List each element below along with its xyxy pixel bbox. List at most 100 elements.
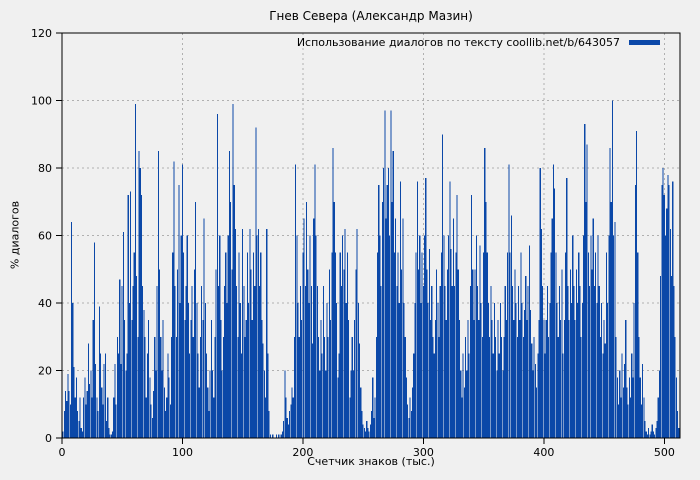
bar [669,228,671,438]
bar [304,286,306,439]
y-tick-label: 60 [38,230,52,243]
bar [186,235,188,438]
bar [503,336,505,438]
bar [495,336,497,438]
bar [175,336,177,438]
bar [566,178,568,439]
bar [83,397,85,438]
bar [593,286,595,439]
bar [638,336,640,438]
bar [608,235,610,438]
bar [668,184,670,439]
bar [511,286,514,439]
bar [607,303,609,438]
bar [427,303,429,438]
bar [296,235,298,438]
bar [579,286,581,439]
legend: Использование диалогов по тексту coollib… [62,35,660,49]
bar [415,252,417,439]
bar [187,303,189,438]
bar [287,424,289,438]
bar [178,184,180,439]
bar [419,235,421,438]
bar [239,303,241,438]
bar [361,411,363,438]
bar [214,336,216,438]
bar [155,370,157,438]
bar [152,390,155,438]
bar [479,245,481,439]
bar [673,286,675,439]
bar [417,269,420,438]
bar [242,228,244,438]
bar [260,252,262,439]
bar [218,286,220,439]
bar [156,286,158,439]
bar [599,336,601,438]
bar [431,286,433,439]
bar [380,286,382,439]
bar [540,228,542,438]
bar [640,404,642,438]
bar [209,370,211,438]
bar [621,353,623,439]
bar [79,397,81,438]
bar [386,184,388,439]
bar [103,363,105,438]
bar [261,319,263,439]
bar [298,336,300,438]
bar [222,336,224,438]
bar [179,303,181,438]
bar [630,397,632,438]
bar [309,235,311,438]
bar [545,319,547,439]
bar [440,252,442,439]
bar [491,319,493,439]
bar [319,370,321,438]
bar [173,161,175,438]
bar [118,353,120,439]
bar [280,434,282,439]
bar [461,397,463,438]
bar [477,286,479,439]
bar [549,303,551,438]
bar [595,252,597,439]
bar [337,377,339,438]
bar [256,235,258,438]
bar [226,303,228,438]
bar [203,218,205,439]
bar [344,228,346,438]
bar [101,387,103,439]
bar [168,377,170,438]
bar [360,387,362,439]
bar [243,286,245,439]
bar [251,319,253,439]
bar [664,235,667,438]
bar [654,434,656,439]
bar [650,431,652,438]
bar [313,218,315,439]
bar [81,431,83,438]
bar [321,353,323,439]
bar [457,269,459,438]
bar [625,319,627,439]
bar [646,434,648,439]
bar [486,252,488,439]
bar [184,319,186,439]
bar-series [62,100,680,439]
bar [364,431,367,438]
bar [567,286,569,439]
bar [467,319,469,439]
bar [272,434,274,439]
bar [354,319,356,439]
bar [246,252,249,439]
bar [154,336,156,438]
x-tick-label: 300 [413,446,434,459]
bar [371,411,373,438]
bar [269,434,271,439]
bar [514,269,516,438]
bar [303,218,305,439]
bar [267,353,269,439]
bar [322,286,324,439]
bar [369,424,371,438]
